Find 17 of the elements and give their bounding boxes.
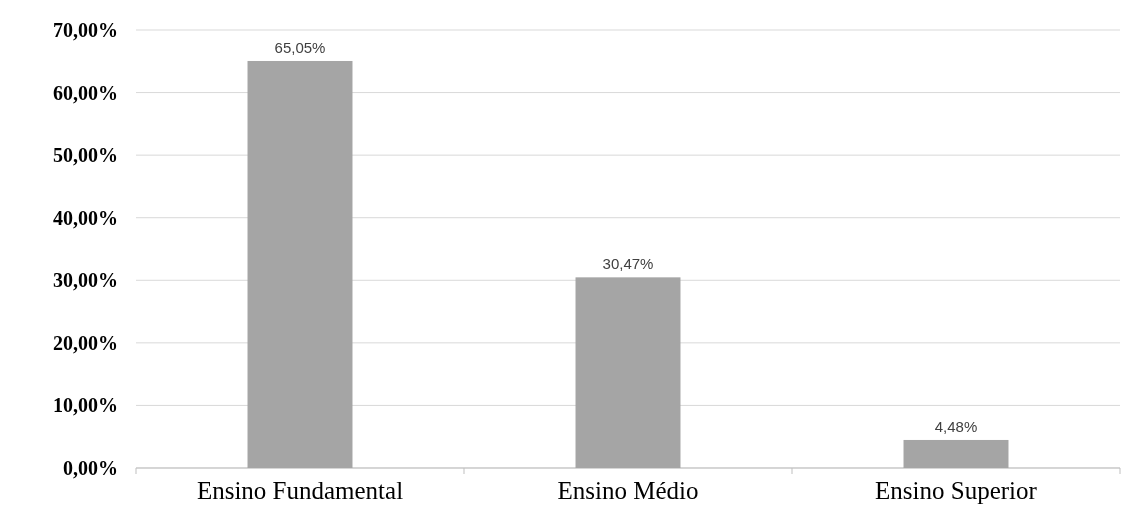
data-label: 65,05% [274, 38, 326, 56]
bar [575, 277, 681, 468]
data-label: 4,48% [934, 417, 978, 435]
y-tick-label: 40,00% [53, 206, 118, 229]
y-tick-label: 60,00% [53, 81, 118, 104]
y-tick-label: 50,00% [53, 144, 118, 167]
x-tick-label: Ensino Superior [875, 477, 1038, 504]
y-tick-label: 20,00% [53, 331, 118, 354]
y-tick-label: 10,00% [53, 394, 118, 417]
x-tick-label: Ensino Médio [557, 477, 699, 504]
y-tick-label: 30,00% [53, 269, 118, 292]
y-tick-label: 70,00% [53, 19, 118, 41]
x-tick-label: Ensino Fundamental [196, 477, 404, 504]
data-label: 30,47% [602, 255, 654, 273]
y-tick-label: 0,00% [63, 457, 118, 479]
bar [903, 439, 1009, 468]
bar [247, 60, 353, 468]
